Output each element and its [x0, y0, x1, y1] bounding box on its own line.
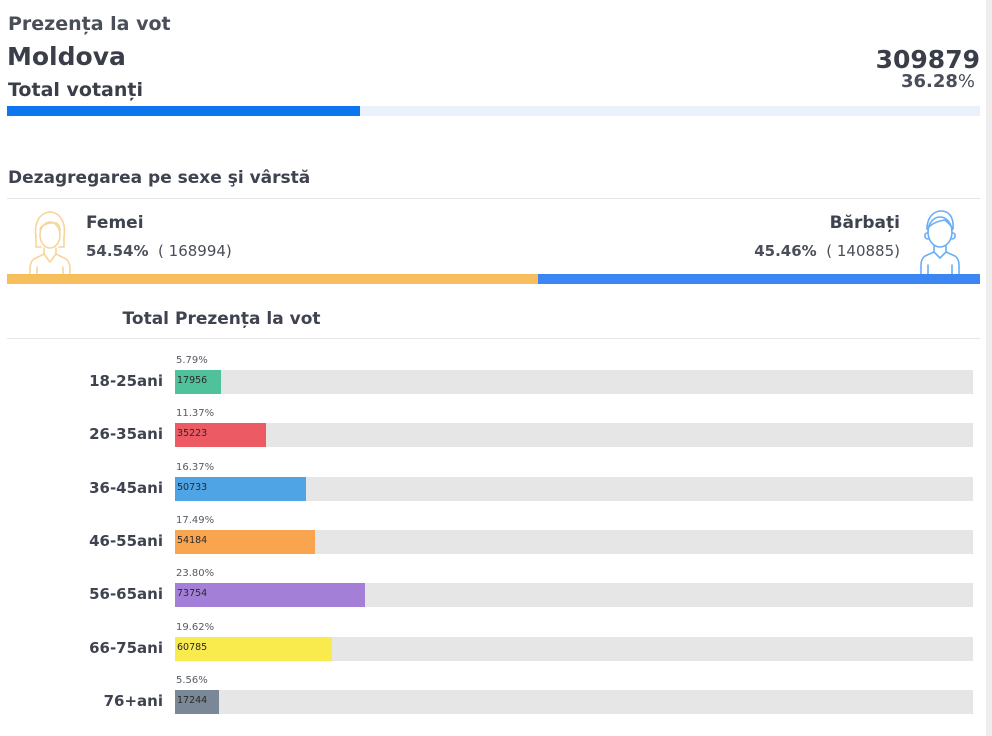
age-bar-fill: 54184	[175, 529, 315, 554]
age-bar-track: 50733	[175, 476, 973, 501]
age-group-count: 60785	[177, 641, 208, 653]
age-group-label: 18-25ani	[89, 372, 163, 390]
divider	[7, 338, 980, 339]
age-bar-fill: 35223	[175, 423, 266, 448]
age-group-label: 56-65ani	[89, 585, 163, 604]
age-group-label: 36-45ani	[89, 478, 163, 497]
turnout-progress-bar	[7, 106, 980, 116]
age-group-count: 73754	[177, 588, 208, 600]
total-turnout-percent: 36.28%	[901, 71, 975, 92]
gender-bar-male	[537, 274, 980, 284]
age-bar-track: 60785	[175, 636, 973, 661]
age-row: 26-35ani 11.37% 35223	[0, 408, 986, 448]
age-row: 18-25ani 5.79% 17956	[0, 355, 986, 395]
gender-bar-female	[7, 274, 538, 284]
age-bar-track: 17244	[175, 689, 973, 714]
age-group-percent: 16.37%	[176, 461, 215, 473]
age-group-label: 46-55ani	[89, 531, 163, 550]
age-bar-track: 35223	[175, 423, 973, 448]
turnout-percent-number: 36.28	[900, 71, 958, 92]
total-voters-label: Total votanți	[8, 79, 143, 101]
age-bar-fill: 50733	[175, 476, 306, 501]
percent-sign: %	[957, 71, 975, 92]
total-voters-value: 309879	[875, 45, 980, 74]
male-percent: 45.46%	[754, 242, 817, 260]
male-stats: 45.46% ( 140885)	[754, 242, 900, 260]
age-group-percent: 23.80%	[176, 568, 215, 580]
section-title-gender-age: Dezagregarea pe sexe şi vârstă	[8, 168, 311, 188]
page-subtitle: Prezența la vot	[8, 13, 171, 35]
female-percent: 54.54%	[86, 242, 149, 260]
female-label: Femei	[86, 213, 144, 233]
turnout-progress-fill	[7, 106, 360, 116]
age-group-count: 17244	[177, 694, 208, 706]
gender-split-bar	[7, 274, 980, 284]
age-bar-track: 17956	[175, 370, 973, 394]
age-group-count: 17956	[177, 375, 208, 386]
age-bar-fill: 73754	[175, 583, 365, 608]
region-title: Moldova	[7, 42, 126, 71]
age-row: 46-55ani 17.49% 54184	[0, 515, 986, 555]
female-stats: 54.54% ( 168994)	[86, 242, 232, 260]
woman-avatar-icon	[29, 211, 71, 275]
age-group-label: 66-75ani	[89, 638, 163, 657]
age-row: 36-45ani 16.37% 50733	[0, 462, 986, 502]
age-group-count: 54184	[177, 534, 208, 546]
age-group-label: 76+ani	[103, 691, 163, 710]
age-bar-fill: 17956	[175, 370, 222, 394]
age-table-header-presence: Prezența la vot	[175, 309, 321, 329]
age-bar-track: 73754	[175, 583, 973, 608]
man-avatar-icon	[920, 210, 960, 275]
age-group-label: 26-35ani	[89, 425, 163, 444]
divider	[7, 198, 980, 199]
age-row: 56-65ani 23.80% 73754	[0, 568, 986, 608]
age-table-header-total: Total	[122, 309, 169, 329]
scrollbar-edge[interactable]	[986, 0, 992, 736]
age-bar-fill: 60785	[175, 636, 332, 661]
age-bar-fill: 17244	[175, 689, 220, 714]
male-count: ( 140885)	[826, 242, 900, 260]
age-group-count: 50733	[177, 481, 208, 493]
age-bar-track: 54184	[175, 529, 973, 554]
age-group-percent: 17.49%	[176, 514, 215, 526]
age-group-percent: 5.79%	[176, 355, 208, 366]
female-count: ( 168994)	[158, 242, 232, 260]
age-row: 76+ani 5.56% 17244	[0, 675, 986, 715]
age-group-percent: 19.62%	[176, 621, 215, 633]
male-label: Bărbați	[829, 213, 900, 233]
age-group-count: 35223	[177, 428, 208, 440]
age-group-percent: 11.37%	[176, 408, 215, 420]
age-group-percent: 5.56%	[176, 674, 208, 686]
age-row: 66-75ani 19.62% 60785	[0, 622, 986, 662]
